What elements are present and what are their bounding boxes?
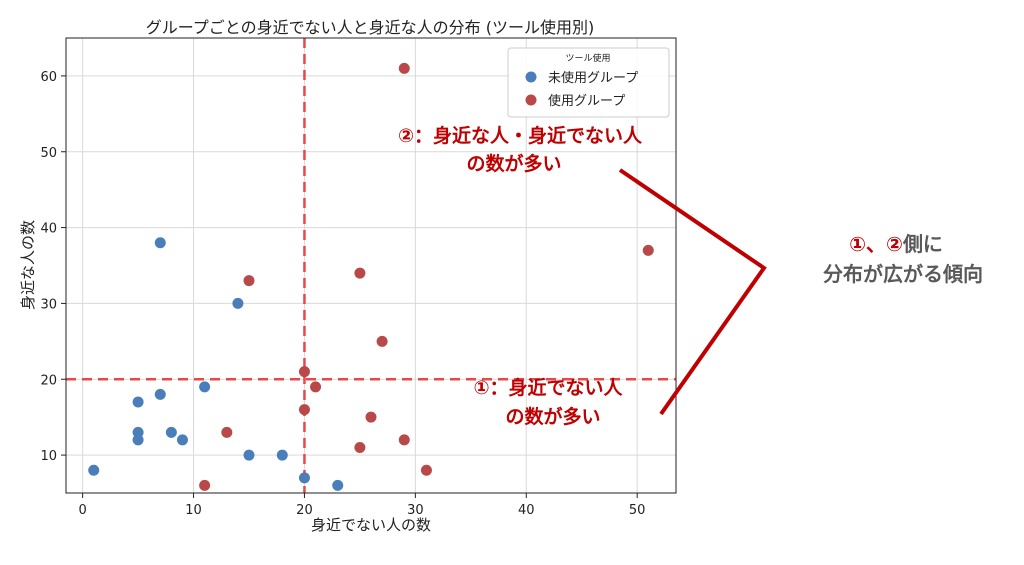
data-point	[132, 434, 144, 446]
y-tick-label: 40	[40, 222, 57, 237]
annotation-bottom-line1: ①：身近でない人	[473, 376, 623, 399]
legend-label-used: 使用グループ	[548, 93, 625, 109]
annotation-top-line2: の数が多い	[466, 152, 561, 175]
reference-lines	[66, 38, 676, 493]
data-point	[420, 464, 432, 476]
y-tick-label: 60	[40, 70, 57, 85]
data-point	[199, 381, 211, 393]
series-used	[199, 62, 654, 491]
series-unused	[88, 237, 344, 491]
data-point	[298, 472, 310, 484]
data-point	[354, 442, 366, 453]
side-annotation-line1: ①、②側に	[849, 232, 943, 256]
y-tick-label: 10	[40, 449, 57, 464]
data-point	[199, 479, 211, 491]
chart-title: グループごとの身近でない人と身近な人の分布 (ツール使用別)	[146, 18, 594, 37]
annotation-bottom: ①：身近でない人 の数が多い	[473, 376, 623, 428]
legend-marker-unused	[525, 71, 537, 83]
x-axis: 0 10 20 30 40 50	[78, 493, 645, 518]
side-annotation-line2: 分布が広がる傾向	[823, 262, 983, 286]
data-point	[176, 434, 188, 446]
data-point	[354, 267, 366, 279]
scatter-points	[88, 62, 654, 491]
legend-marker-used	[525, 94, 537, 106]
y-tick-label: 20	[40, 373, 57, 388]
bracket-line	[618, 168, 767, 416]
x-tick-label: 30	[407, 503, 424, 518]
data-point	[154, 237, 166, 249]
data-point	[365, 411, 377, 423]
y-tick-label: 30	[40, 297, 57, 312]
data-point	[642, 244, 654, 256]
data-point	[298, 404, 310, 416]
data-point	[276, 449, 288, 461]
x-tick-label: 40	[518, 503, 535, 518]
plot-frame	[65, 37, 677, 494]
data-point	[243, 449, 255, 461]
y-axis: 10 20 30 40 50 60	[40, 70, 66, 464]
data-point	[243, 275, 255, 287]
data-point	[154, 388, 166, 400]
data-point	[221, 426, 233, 438]
y-axis-label: 身近な人の数	[19, 220, 37, 310]
annotation-top: ②：身近な人・身近でない人 の数が多い	[398, 124, 643, 175]
data-point	[398, 434, 410, 446]
data-point	[132, 426, 144, 438]
legend-box	[507, 47, 670, 118]
data-point	[332, 479, 344, 491]
x-axis-label: 身近でない人の数	[311, 516, 431, 534]
data-point	[298, 366, 310, 378]
data-point	[232, 297, 244, 309]
data-point	[310, 381, 322, 393]
annotation-bottom-line2: の数が多い	[505, 405, 600, 428]
data-point	[376, 335, 388, 347]
legend-title: ツール使用	[565, 52, 610, 64]
side-annotation-highlight: ①、②	[849, 232, 903, 256]
data-point	[398, 62, 410, 74]
legend: ツール使用 未使用グループ 使用グループ	[507, 47, 670, 118]
data-point	[132, 396, 144, 408]
x-tick-label: 50	[629, 503, 646, 518]
data-point	[165, 426, 177, 438]
side-annotation: ①、②側に 分布が広がる傾向	[823, 232, 983, 286]
x-tick-label: 20	[296, 503, 313, 518]
legend-label-unused: 未使用グループ	[548, 70, 638, 86]
annotation-top-line1: ②：身近な人・身近でない人	[398, 124, 643, 147]
x-tick-label: 0	[78, 503, 86, 518]
side-annotation-suffix: 側に	[902, 232, 943, 256]
y-tick-label: 50	[40, 146, 57, 161]
data-point	[88, 464, 100, 476]
x-tick-label: 10	[185, 503, 202, 518]
